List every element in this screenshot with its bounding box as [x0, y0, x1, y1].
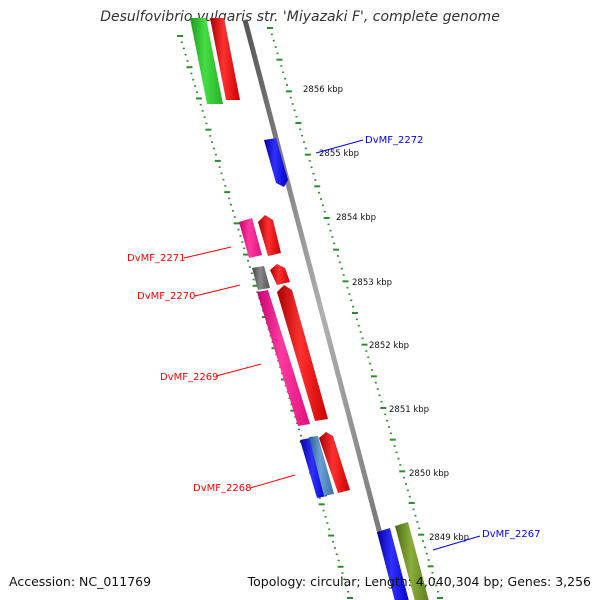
- tick-label: 2856 kbp: [303, 85, 343, 95]
- right-dotted-track: [267, 27, 443, 599]
- gene-label-dvmf-2270[interactable]: DvMF_2270: [137, 291, 195, 302]
- leader-dvmf-2268: [249, 474, 296, 489]
- gene-label-dvmf-2271[interactable]: DvMF_2271: [127, 253, 185, 264]
- tick-label: 2852 kbp: [369, 341, 409, 351]
- backbone-line: [242, 19, 400, 600]
- leader-dvmf-2267: [432, 535, 481, 551]
- blue-feature-2268[interactable]: [300, 438, 327, 498]
- gene-dvmf-2267-shape[interactable]: [395, 522, 430, 600]
- gene-label-dvmf-2269[interactable]: DvMF_2269: [160, 372, 218, 383]
- leader-dvmf-2271: [183, 246, 232, 259]
- red-feature-2269[interactable]: [277, 285, 328, 421]
- gene-label-dvmf-2272[interactable]: DvMF_2272: [365, 135, 423, 146]
- leader-dvmf-2270: [194, 284, 241, 297]
- gene-dvmf-2272-shape[interactable]: [264, 138, 288, 187]
- tick-label: 2853 kbp: [352, 278, 392, 288]
- scale-labels: 2856 kbp 2855 kbp 2854 kbp 2853 kbp 2852…: [303, 85, 469, 543]
- feature-group: [190, 18, 430, 600]
- leader-dvmf-2269: [215, 363, 262, 377]
- red-feature-2268[interactable]: [319, 432, 350, 493]
- gene-dvmf-2270-shape[interactable]: [252, 266, 270, 290]
- blue-feature-2267[interactable]: [377, 528, 410, 600]
- gene-dvmf-2268-shape[interactable]: [309, 436, 334, 496]
- accession-text: Accession: NC_011769: [9, 574, 152, 589]
- gene-label-dvmf-2268[interactable]: DvMF_2268: [193, 483, 251, 494]
- gene-dvmf-2269-shape[interactable]: [257, 290, 310, 426]
- topology-summary: Topology: circular; Length: 4,040,304 bp…: [247, 574, 591, 589]
- tick-label: 2854 kbp: [336, 213, 376, 223]
- tick-label: 2850 kbp: [409, 469, 449, 479]
- tick-label: 2851 kbp: [389, 405, 429, 415]
- red-feature-top[interactable]: [210, 18, 240, 100]
- gene-label-dvmf-2267[interactable]: DvMF_2267: [482, 529, 540, 540]
- gene-dvmf-2271-shape[interactable]: [239, 218, 262, 258]
- red-feature-2270[interactable]: [270, 264, 290, 285]
- tick-label: 2849 kbp: [429, 533, 469, 543]
- leader-dvmf-2272: [315, 139, 364, 154]
- green-feature-top[interactable]: [190, 18, 223, 104]
- tick-label: 2855 kbp: [319, 149, 359, 159]
- red-feature-2271[interactable]: [258, 215, 281, 256]
- gene-labels: DvMF_2272 DvMF_2271 DvMF_2270 DvMF_2269 …: [127, 135, 540, 551]
